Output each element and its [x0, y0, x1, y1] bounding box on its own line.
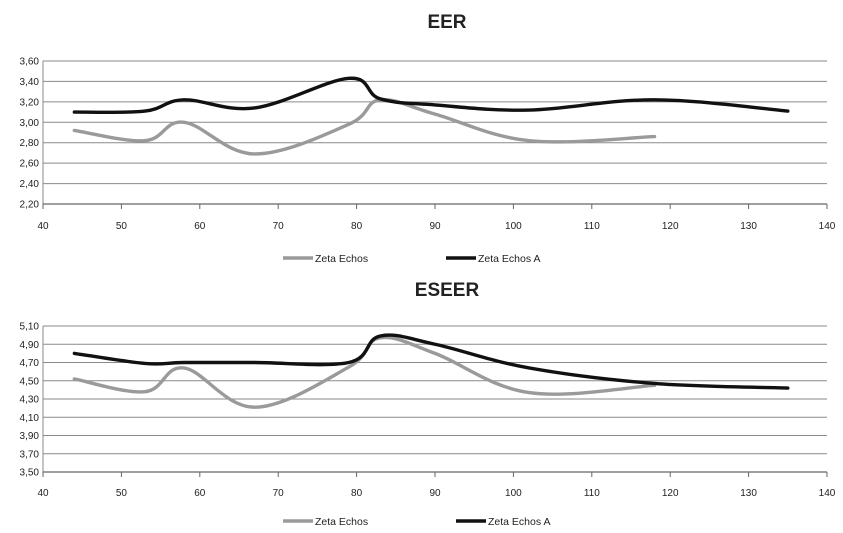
- y-tick-label: 3,00: [20, 118, 40, 129]
- x-tick-label: 130: [740, 221, 757, 232]
- chart-title: ESEER: [415, 280, 480, 301]
- y-tick-label: 2,80: [20, 138, 40, 149]
- x-tick-label: 60: [194, 221, 206, 232]
- y-tick-label: 2,60: [20, 159, 40, 170]
- y-tick-label: 4,30: [20, 395, 40, 406]
- x-tick-label: 120: [662, 488, 679, 499]
- y-tick-label: 4,50: [20, 376, 40, 387]
- y-tick-label: 3,50: [20, 468, 40, 479]
- x-tick-label: 50: [116, 488, 128, 499]
- legend-label: Zeta Echos A: [488, 516, 550, 528]
- x-tick-label: 70: [273, 221, 285, 232]
- x-tick-label: 90: [429, 221, 441, 232]
- chart-eer: EER 2,20 2,40 2,60 2,80 3,00 3,20 3,40 3,60 40 50 6…: [20, 12, 836, 265]
- x-tick-label: 120: [662, 221, 679, 232]
- x-tick-label: 40: [37, 221, 49, 232]
- chart-title: EER: [427, 12, 466, 33]
- y-tick-label: 4,10: [20, 413, 40, 424]
- legend-label: Zeta Echos: [315, 516, 368, 528]
- y-tick-label: 4,90: [20, 340, 40, 351]
- legend-label: Zeta Echos A: [478, 253, 540, 265]
- series-line-zeta-echos-a: [72, 76, 790, 115]
- y-tick-label: 3,40: [20, 77, 40, 88]
- x-tick-label: 140: [819, 221, 836, 232]
- legend-label: Zeta Echos: [315, 253, 368, 265]
- x-tick-label: 100: [505, 221, 522, 232]
- y-tick-label: 3,60: [20, 57, 40, 68]
- series-line-zeta-echos-a: [72, 333, 790, 390]
- y-tick-label: 5,10: [20, 322, 40, 333]
- x-tick-label: 80: [351, 488, 363, 499]
- x-tick-label: 40: [37, 488, 49, 499]
- x-tick-label: 50: [116, 221, 128, 232]
- y-tick-label: 3,20: [20, 97, 40, 108]
- x-tick-label: 110: [584, 221, 600, 232]
- x-tick-label: 100: [505, 488, 522, 499]
- x-tick-label: 70: [273, 488, 285, 499]
- x-tick-label: 110: [584, 488, 600, 499]
- x-tick-label: 90: [429, 488, 441, 499]
- chart-eseer: ESEER 3,50 3,70 3,90 4,10 4,30 4,50 4,70 4,90 5,1…: [20, 280, 836, 528]
- y-tick-label: 2,40: [20, 179, 40, 190]
- x-tick-label: 140: [819, 488, 836, 499]
- y-tick-label: 4,70: [20, 358, 40, 369]
- series-line-zeta-echos: [72, 335, 657, 409]
- x-tick-label: 130: [740, 488, 757, 499]
- y-tick-label: 3,90: [20, 431, 40, 442]
- x-tick-label: 80: [351, 221, 363, 232]
- y-tick-label: 2,20: [20, 200, 40, 211]
- x-tick-label: 60: [194, 488, 206, 499]
- y-tick-label: 3,70: [20, 449, 40, 460]
- series-line-zeta-echos: [72, 97, 657, 156]
